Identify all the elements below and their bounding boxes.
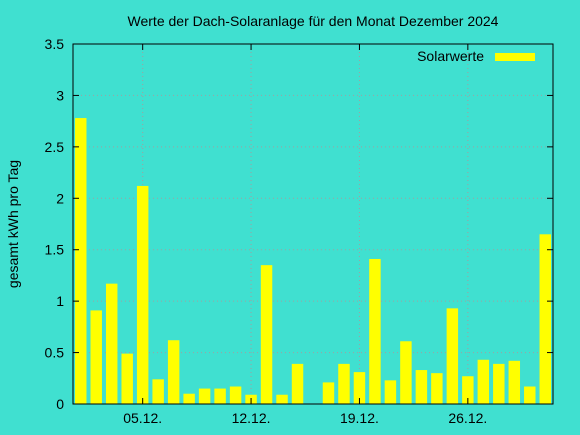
bar: [493, 363, 505, 404]
bar: [198, 388, 211, 404]
bar: [338, 363, 350, 404]
bar: [462, 376, 474, 404]
y-tick-label: 2: [56, 190, 64, 206]
bar: [291, 363, 304, 404]
bar: [183, 393, 195, 404]
bar: [524, 386, 536, 404]
x-tick-label: 26.12.: [448, 410, 487, 426]
bar: [400, 341, 412, 404]
bar: [384, 380, 397, 404]
bar: [322, 382, 335, 404]
plot-frame: [72, 43, 554, 405]
axis-ticks: [73, 43, 553, 405]
bar: [431, 373, 443, 404]
y-axis-label: gesamt kWh pro Tag: [5, 160, 21, 288]
bar: [167, 340, 180, 404]
y-tick-label: 0: [56, 396, 64, 412]
y-tick-label: 1.5: [45, 242, 65, 258]
x-tick-labels: 05.12. 12.12. 19.12. 26.12.: [123, 410, 487, 426]
x-tick-label: 12.12.: [232, 410, 271, 426]
bar: [105, 283, 118, 404]
bar: [229, 386, 242, 404]
x-tick-label: 05.12.: [123, 410, 162, 426]
bar: [446, 308, 459, 404]
legend: Solarwerte: [417, 48, 535, 64]
bar: [90, 310, 102, 404]
bar: [415, 370, 428, 404]
y-tick-label: 0.5: [45, 345, 65, 361]
bar: [260, 265, 273, 404]
bar: [477, 359, 490, 404]
bar: [75, 118, 87, 405]
grid-lines: [73, 44, 553, 404]
bar: [539, 234, 551, 404]
bar: [136, 185, 149, 404]
legend-swatch: [495, 53, 535, 61]
y-tick-label: 1: [56, 293, 64, 309]
bar: [152, 379, 164, 404]
bar: [353, 372, 366, 404]
y-tick-labels: 0 0.5 1 1.5 2 2.5 3 3.5: [45, 36, 65, 412]
chart-title: Werte der Dach-Solaranlage für den Monat…: [128, 13, 499, 29]
bar: [369, 258, 381, 404]
y-tick-label: 3.5: [45, 36, 65, 52]
bar: [508, 360, 521, 404]
bar: [276, 394, 288, 404]
y-tick-label: 3: [56, 87, 64, 103]
legend-label: Solarwerte: [417, 48, 484, 64]
bar: [214, 388, 226, 404]
x-tick-label: 19.12.: [340, 410, 379, 426]
y-tick-label: 2.5: [45, 139, 65, 155]
bar: [121, 353, 133, 404]
